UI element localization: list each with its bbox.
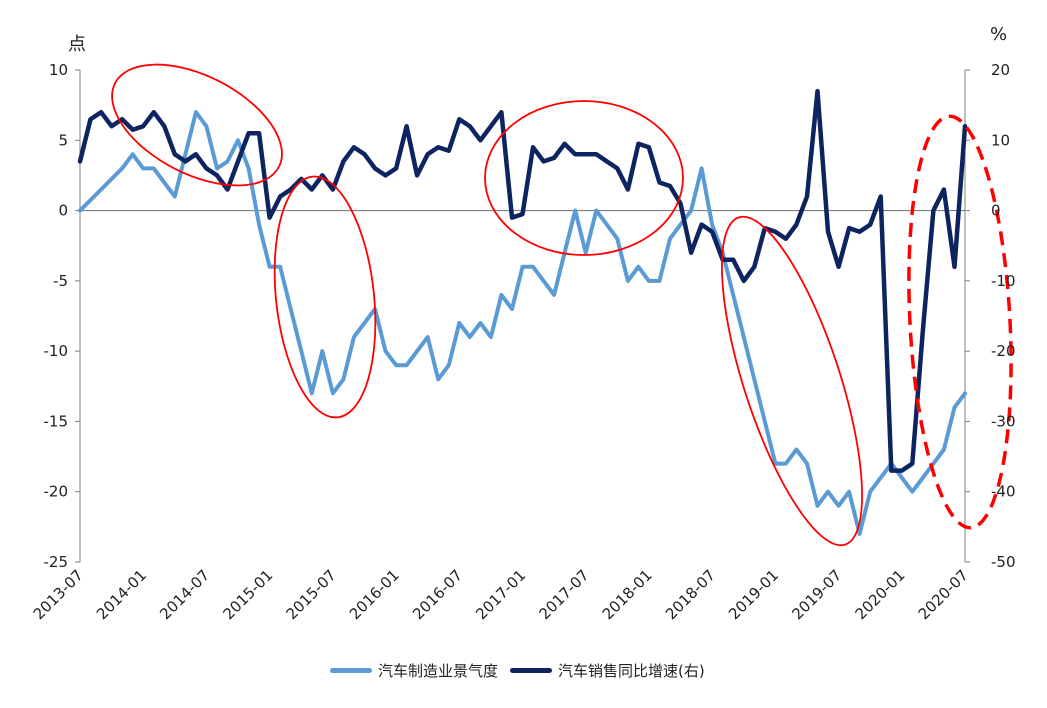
x-tick-label: 2017-07 xyxy=(535,566,592,623)
left-tick-label: -20 xyxy=(44,483,69,501)
right-tick-label: -40 xyxy=(991,483,1016,501)
legend-item-industry: 汽车制造业景气度 xyxy=(330,660,498,681)
left-tick-label: -5 xyxy=(53,272,68,290)
highlight-ellipse xyxy=(273,175,377,419)
x-tick-label: 2020-01 xyxy=(852,566,909,623)
x-tick-label: 2013-07 xyxy=(30,566,87,623)
legend-item-sales: 汽车销售同比增速(右) xyxy=(510,660,705,681)
x-tick-label: 2019-07 xyxy=(788,566,845,623)
series-line-industry xyxy=(78,110,967,536)
highlight-ellipse xyxy=(111,63,283,187)
right-tick-label: 0 xyxy=(991,202,1001,220)
left-axis-unit: 点 xyxy=(68,34,86,55)
series-line-sales xyxy=(77,88,968,473)
x-tick-label: 2018-07 xyxy=(662,566,719,623)
right-tick-label: 10 xyxy=(991,131,1010,149)
tick-label-layer: 10 5 0 -5 -10 -15 -20 -25 20 10 0 -10 -20 -30 -40 -50 20… xyxy=(30,61,1016,623)
left-tick-label: -15 xyxy=(44,412,69,430)
x-tick-label: 2017-01 xyxy=(472,566,529,623)
x-tick-label: 2014-07 xyxy=(156,566,213,623)
right-tick-label: -20 xyxy=(991,342,1016,360)
left-tick-label: -10 xyxy=(44,342,69,360)
series-layer xyxy=(77,88,968,536)
x-tick-label: 2019-01 xyxy=(725,566,782,623)
legend-label-sales: 汽车销售同比增速(右) xyxy=(558,662,705,680)
right-tick-label: 20 xyxy=(991,61,1010,79)
x-tick-label: 2016-07 xyxy=(409,566,466,623)
x-tick-label: 2015-07 xyxy=(283,566,340,623)
left-tick-label: 0 xyxy=(58,202,68,220)
right-tick-label: -30 xyxy=(991,412,1016,430)
highlight-ellipse-dashed xyxy=(907,114,1013,530)
right-tick-label: -10 xyxy=(991,272,1016,290)
legend-swatch-sales xyxy=(510,668,553,673)
left-tick-label: -25 xyxy=(44,553,69,571)
legend: 汽车制造业景气度 汽车销售同比增速(右) xyxy=(330,660,717,681)
annotation-layer xyxy=(111,63,1013,547)
x-tick-label: 2020-07 xyxy=(915,566,972,623)
x-tick-label: 2018-01 xyxy=(599,566,656,623)
x-tick-label: 2014-01 xyxy=(93,566,150,623)
legend-swatch-industry xyxy=(330,668,372,673)
legend-label-industry: 汽车制造业景气度 xyxy=(378,662,499,680)
left-tick-label: 5 xyxy=(58,131,68,149)
highlight-ellipse xyxy=(484,100,684,256)
x-tick-label: 2015-01 xyxy=(219,566,276,623)
highlight-ellipse xyxy=(721,215,863,547)
left-tick-label: 10 xyxy=(49,61,68,79)
x-tick-label: 2016-01 xyxy=(346,566,403,623)
right-tick-label: -50 xyxy=(991,553,1016,571)
right-axis-unit: % xyxy=(990,24,1007,45)
